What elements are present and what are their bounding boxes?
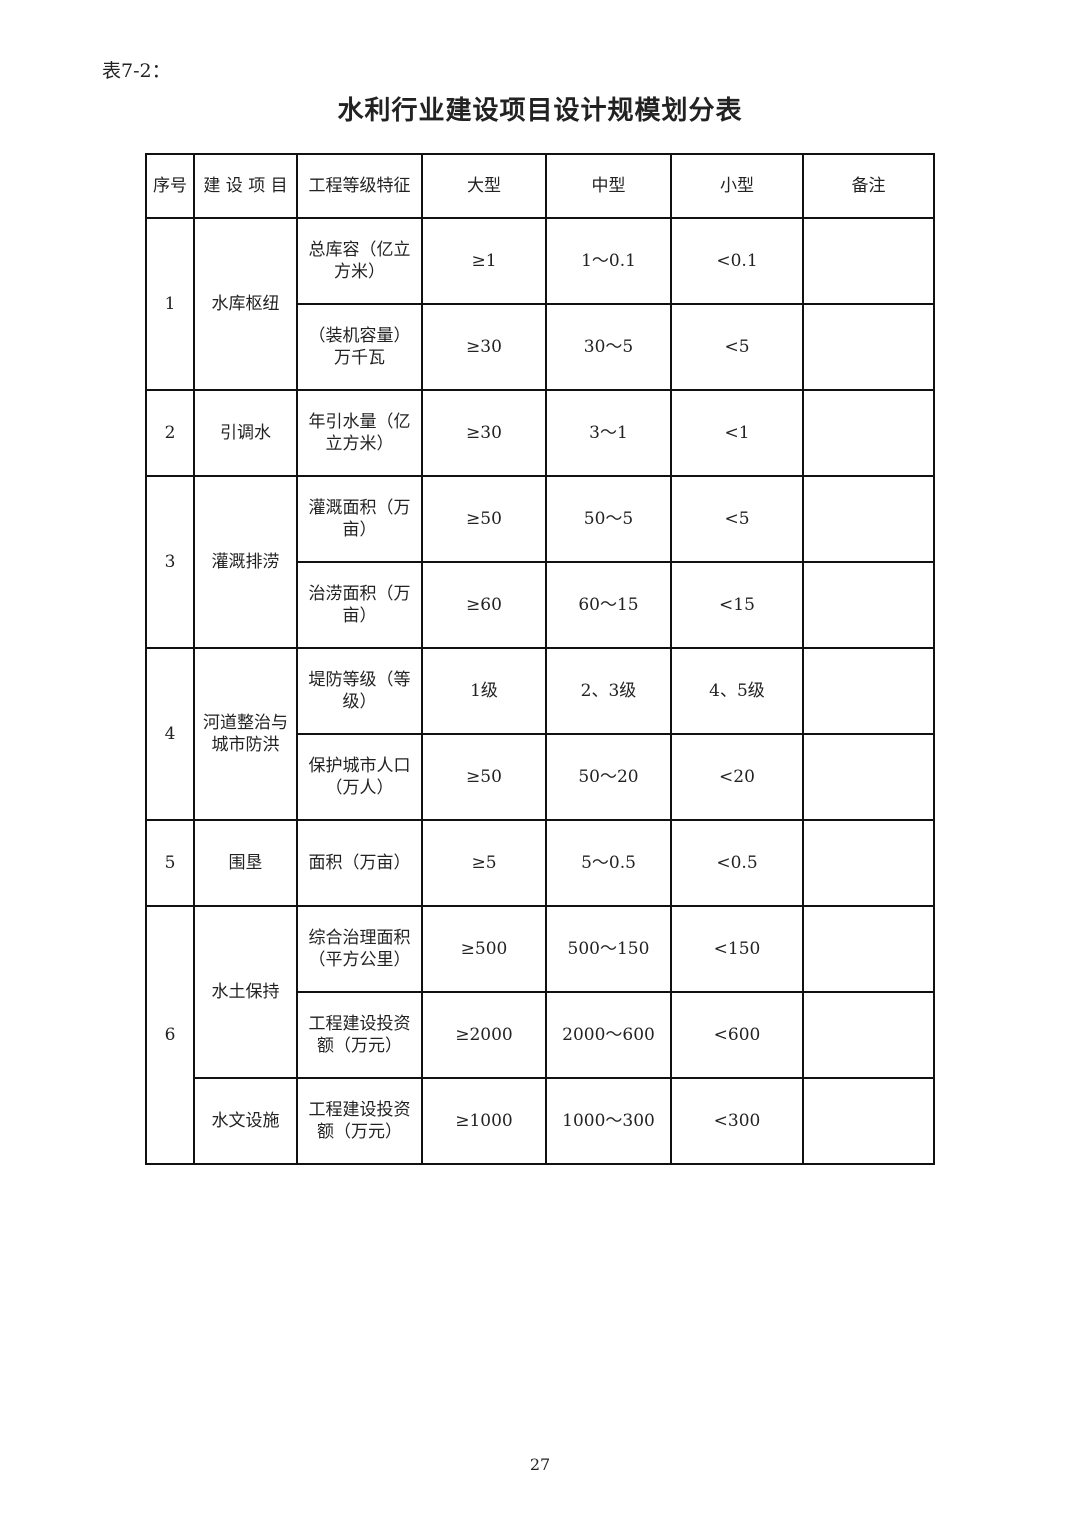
header-row: 序号 建 设 项 目 工程等级特征 大型 中型 小型 备注 [145, 153, 935, 219]
small-cell: <20 [670, 733, 804, 821]
note-cell [802, 733, 935, 821]
project-cell: 围垦 [193, 819, 298, 907]
small-cell: <0.1 [670, 217, 804, 305]
medium-cell: 60～15 [545, 561, 672, 649]
large-cell: ≥1 [421, 217, 547, 305]
medium-cell: 5～0.5 [545, 819, 672, 907]
note-cell [802, 1077, 935, 1165]
serial-number-cell: 1 [145, 217, 195, 391]
large-cell: 1级 [421, 647, 547, 735]
large-cell: ≥1000 [421, 1077, 547, 1165]
table-row: 3 灌溉排涝 灌溉面积（万亩） ≥50 50～5 <5 [145, 475, 935, 649]
large-cell: ≥50 [421, 475, 547, 563]
large-cell: ≥50 [421, 733, 547, 821]
small-cell: <5 [670, 475, 804, 563]
page-number: 27 [529, 1455, 551, 1474]
table-row: 1 水库枢纽 总库容（亿立方米） ≥1 1～0.1 <0.1 [145, 217, 935, 391]
small-cell: <15 [670, 561, 804, 649]
note-cell [802, 389, 935, 477]
small-cell: <1 [670, 389, 804, 477]
small-cell: <5 [670, 303, 804, 391]
feature-cell: 工程建设投资额（万元） [296, 1077, 423, 1165]
scale-classification-table: 序号 建 设 项 目 工程等级特征 大型 中型 小型 备注 1 水库枢纽 总库容（亿… [145, 153, 935, 1165]
note-cell [802, 303, 935, 391]
project-cell: 灌溉排涝 [193, 475, 298, 649]
project-cell: 水库枢纽 [193, 217, 298, 391]
serial-number-cell: 2 [145, 389, 195, 477]
medium-cell: 1～0.1 [545, 217, 672, 305]
serial-number-cell: 6 [145, 905, 195, 1165]
header-project: 建 设 项 目 [193, 153, 298, 219]
large-cell: ≥30 [421, 303, 547, 391]
feature-cell: 总库容（亿立方米） [296, 217, 423, 305]
medium-cell: 1000～300 [545, 1077, 672, 1165]
feature-cell: 工程建设投资额（万元） [296, 991, 423, 1079]
note-cell [802, 475, 935, 563]
feature-cell: 保护城市人口（万人） [296, 733, 423, 821]
table-row: 保护城市人口（万人） ≥50 50～20 <20 [146, 733, 935, 821]
medium-cell: 500～150 [545, 905, 672, 993]
feature-cell: 灌溉面积（万亩） [296, 475, 423, 563]
feature-cell: 面积（万亩） [296, 819, 423, 907]
project-cell: 水土保持 [193, 905, 298, 1079]
note-cell [802, 905, 935, 993]
small-cell: <0.5 [670, 819, 804, 907]
table-row: 4 河道整治与城市防洪 堤防等级（等级） 1级 2、3级 4、5级 [145, 647, 935, 821]
large-cell: ≥2000 [421, 991, 547, 1079]
large-cell: ≥30 [421, 389, 547, 477]
feature-cell: 综合治理面积（平方公里） [296, 905, 423, 993]
table-label: 表7-2： [102, 60, 171, 82]
medium-cell: 30～5 [545, 303, 672, 391]
header-small: 小型 [670, 153, 804, 219]
project-cell: 水文设施 [193, 1077, 298, 1165]
table-row: 工程建设投资额（万元） ≥2000 2000～600 <600 [146, 991, 935, 1079]
medium-cell: 3～1 [545, 389, 672, 477]
note-cell [802, 647, 935, 735]
project-cell: 河道整治与城市防洪 [193, 647, 298, 821]
medium-cell: 2、3级 [545, 647, 672, 735]
table-row: （装机容量）万千瓦 ≥30 30～5 <5 [146, 303, 935, 391]
large-cell: ≥5 [421, 819, 547, 907]
header-large: 大型 [421, 153, 547, 219]
serial-number-cell: 5 [145, 819, 195, 907]
feature-cell: 堤防等级（等级） [296, 647, 423, 735]
note-cell [802, 217, 935, 305]
large-cell: ≥500 [421, 905, 547, 993]
feature-cell: （装机容量）万千瓦 [296, 303, 423, 391]
small-cell: <300 [670, 1077, 804, 1165]
serial-number-cell: 4 [145, 647, 195, 821]
header-medium: 中型 [545, 153, 672, 219]
page-title: 水利行业建设项目设计规模划分表 [337, 96, 743, 126]
small-cell: 4、5级 [670, 647, 804, 735]
medium-cell: 2000～600 [545, 991, 672, 1079]
large-cell: ≥60 [421, 561, 547, 649]
project-cell: 引调水 [193, 389, 298, 477]
small-cell: <150 [670, 905, 804, 993]
serial-number-cell: 3 [145, 475, 195, 649]
feature-cell: 年引水量（亿立方米） [296, 389, 423, 477]
note-cell [802, 561, 935, 649]
medium-cell: 50～20 [545, 733, 672, 821]
feature-cell: 治涝面积（万亩） [296, 561, 423, 649]
table-row: 2 引调水 年引水量（亿立方米） ≥30 3～1 <1 [145, 389, 935, 477]
header-no: 序号 [145, 153, 195, 219]
table-row: 6 水土保持 综合治理面积（平方公里） ≥500 500～150 <150 [145, 905, 935, 1165]
header-note: 备注 [802, 153, 935, 219]
note-cell [802, 819, 935, 907]
table-row: 治涝面积（万亩） ≥60 60～15 <15 [146, 561, 935, 649]
note-cell [802, 991, 935, 1079]
header-feature: 工程等级特征 [296, 153, 423, 219]
table-row: 水文设施 工程建设投资额（万元） ≥1000 1000～300 <300 [146, 1077, 935, 1165]
small-cell: <600 [670, 991, 804, 1079]
table-row: 5 围垦 面积（万亩） ≥5 5～0.5 <0.5 [145, 819, 935, 907]
medium-cell: 50～5 [545, 475, 672, 563]
